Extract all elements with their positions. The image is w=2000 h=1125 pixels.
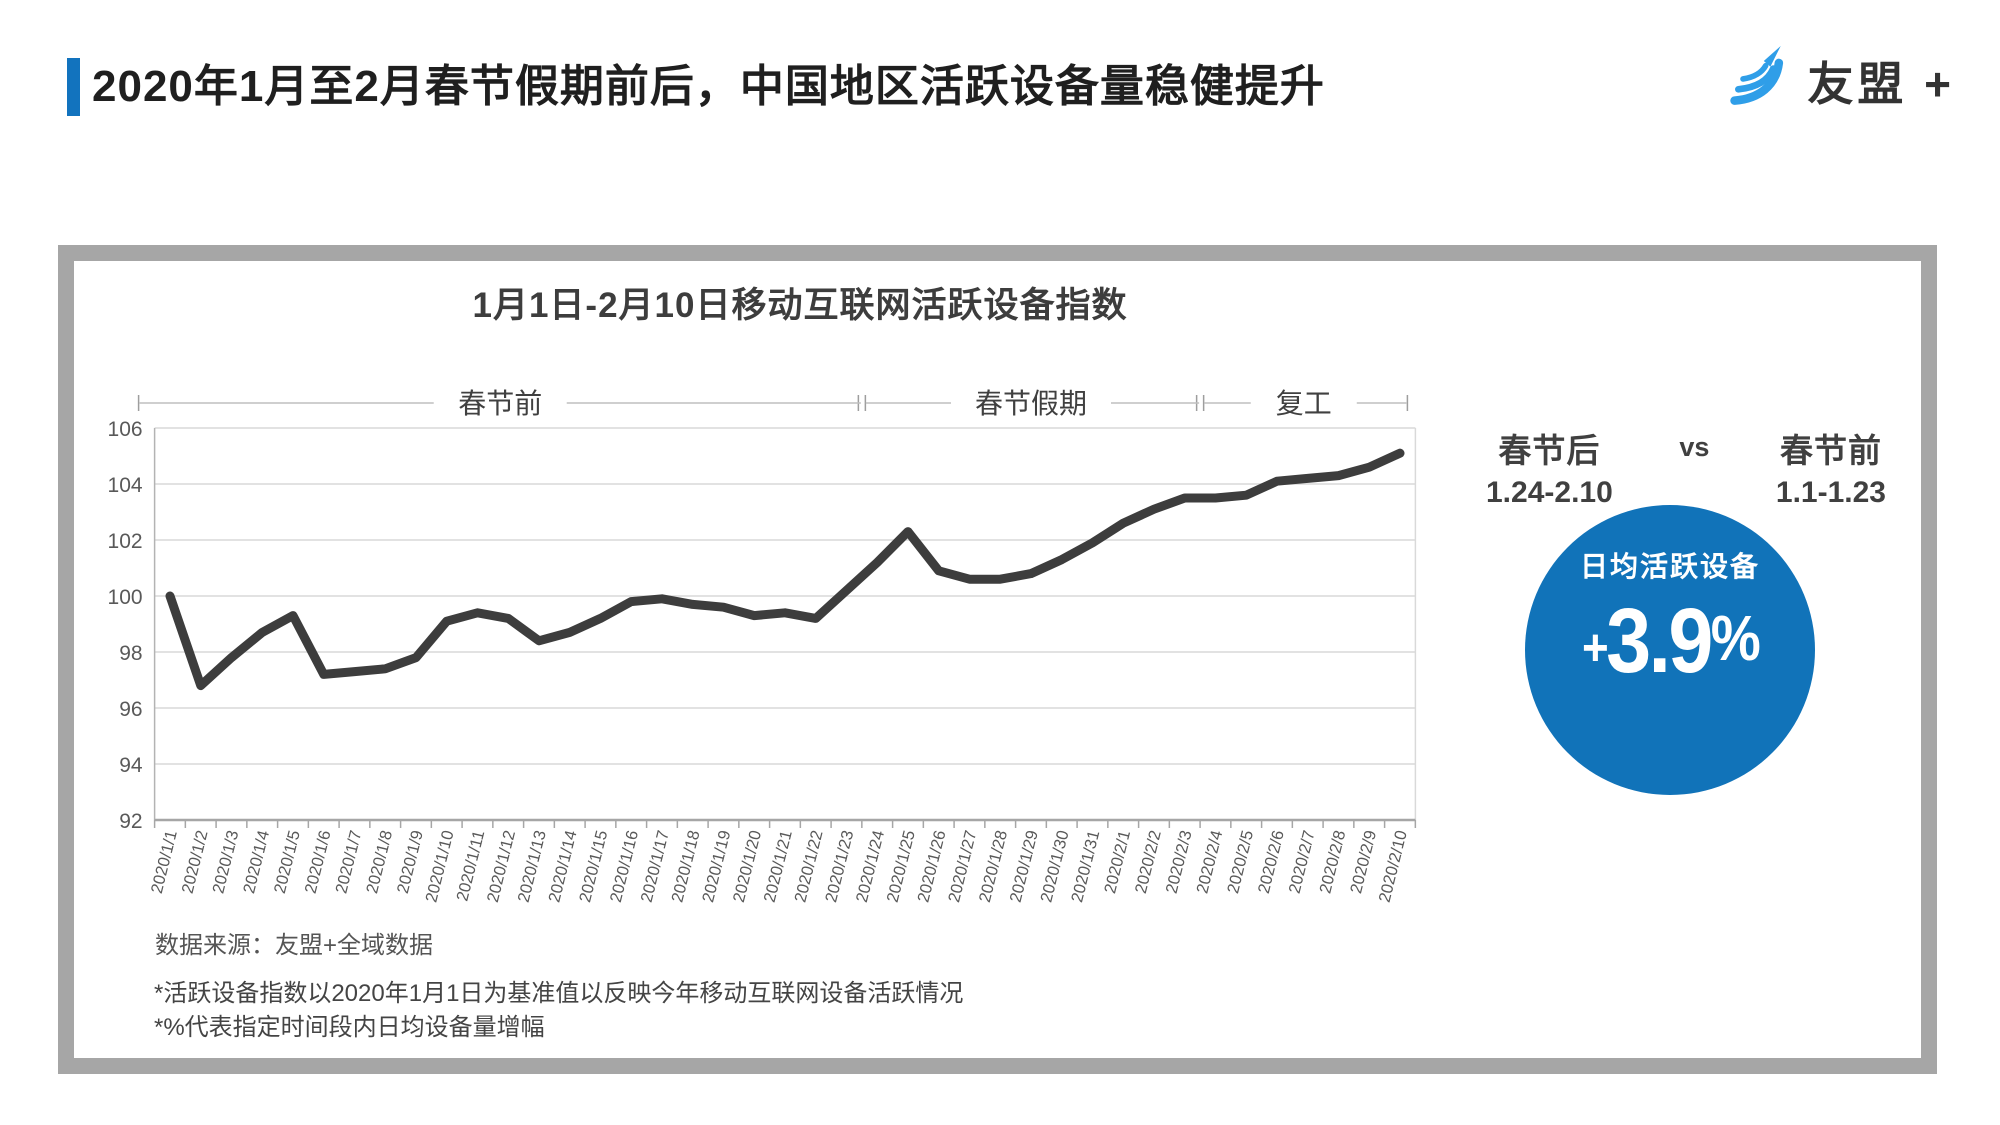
chart-title: 1月1日-2月10日移动互联网活跃设备指数 (472, 286, 1128, 325)
comparison-panel: 春节后 1.24-2.10 vs 春节前 1.1-1.23 (1486, 424, 1886, 510)
x-axis-label: 2020/2/3 (1163, 829, 1196, 896)
after-holiday-label: 春节后 (1498, 432, 1601, 469)
x-axis-label: 2020/1/16 (607, 829, 642, 905)
footnote-percent: *%代表指定时间段内日均设备量增幅 (154, 1014, 545, 1041)
section-label: 春节前 (458, 388, 542, 419)
section-label: 春节假期 (975, 388, 1087, 419)
x-axis-label: 2020/1/13 (515, 829, 550, 905)
title-accent-bar (67, 58, 80, 116)
x-axis-label: 2020/1/6 (302, 829, 335, 896)
x-axis-label: 2020/1/30 (1037, 829, 1072, 905)
x-axis-label: 2020/1/8 (363, 829, 396, 896)
x-axis-label: 2020/1/23 (822, 829, 857, 905)
footnote-baseline: *活跃设备指数以2020年1月1日为基准值以反映今年移动互联网设备活跃情况 (154, 980, 964, 1007)
x-axis-label: 2020/1/21 (761, 829, 796, 905)
data-source-note: 数据来源：友盟+全域数据 (155, 932, 434, 959)
x-axis-label: 2020/2/6 (1255, 829, 1288, 896)
umeng-logo: 友盟 + (1727, 42, 1955, 119)
x-axis-label: 2020/1/24 (853, 829, 888, 905)
x-axis-label: 2020/2/7 (1286, 829, 1319, 896)
kpi-percent-sign: % (1710, 602, 1761, 674)
x-axis-label: 2020/1/5 (271, 829, 304, 896)
x-axis-label: 2020/1/18 (668, 829, 703, 905)
x-axis-label: 2020/1/10 (422, 829, 457, 905)
before-holiday-range: 1.1-1.23 (1775, 476, 1886, 509)
x-axis-label: 2020/1/27 (945, 829, 980, 905)
x-axis-label: 2020/1/14 (545, 829, 580, 905)
y-axis-label: 94 (119, 754, 143, 777)
section-label: 复工 (1276, 388, 1332, 419)
x-axis-label: 2020/1/3 (209, 829, 242, 896)
x-axis-label: 2020/1/2 (179, 829, 212, 896)
x-axis-label: 2020/2/8 (1316, 829, 1349, 896)
kpi-value: + 3.9 % (1581, 590, 1761, 692)
page-title: 2020年1月至2月春节假期前后，中国地区活跃设备量稳健提升 (92, 62, 1325, 111)
umeng-bird-icon (1727, 42, 1793, 119)
kpi-number: 3.9 (1606, 590, 1713, 692)
x-axis-label: 2020/1/25 (884, 829, 919, 905)
y-axis-label: 92 (119, 810, 142, 833)
umeng-logo-text: 友盟 + (1807, 57, 1955, 110)
x-axis-label: 2020/2/4 (1193, 829, 1226, 896)
x-axis-label: 2020/1/20 (730, 829, 765, 905)
kpi-circle: 日均活跃设备 + 3.9 % (1525, 505, 1815, 795)
before-holiday-label: 春节前 (1779, 432, 1882, 469)
x-axis-label: 2020/1/29 (1007, 829, 1042, 905)
after-holiday-range: 1.24-2.10 (1486, 476, 1613, 509)
x-axis-label: 2020/1/17 (638, 829, 673, 905)
x-axis-label: 2020/1/1 (148, 829, 181, 896)
x-axis-label: 2020/1/11 (453, 829, 488, 903)
x-axis-label: 2020/1/12 (484, 829, 519, 905)
after-holiday-block: 春节后 1.24-2.10 (1486, 424, 1613, 510)
x-axis-label: 2020/1/15 (576, 829, 611, 905)
x-axis-label: 2020/2/10 (1376, 829, 1411, 905)
y-axis-label: 106 (108, 418, 143, 441)
report-frame: 1月1日-2月10日移动互联网活跃设备指数 92 94 96 98 100 102 104 1… (58, 245, 1937, 1074)
x-axis-label: 2020/1/7 (332, 829, 365, 896)
x-axis-label: 2020/1/31 (1068, 829, 1103, 905)
x-axis-label: 2020/2/9 (1347, 829, 1380, 896)
x-axis-label: 2020/1/4 (240, 829, 273, 896)
page-header: 2020年1月至2月春节假期前后，中国地区活跃设备量稳健提升 友盟 + (0, 0, 2000, 150)
line-chart: 929496981001021041062020/1/12020/1/22020… (108, 388, 1417, 905)
x-axis-label: 2020/2/5 (1224, 829, 1257, 896)
x-axis-label: 2020/1/28 (976, 829, 1011, 905)
before-holiday-block: 春节前 1.1-1.23 (1776, 424, 1886, 510)
vs-label: vs (1679, 432, 1710, 462)
y-axis-label: 96 (119, 698, 142, 721)
y-axis-label: 104 (108, 474, 143, 497)
kpi-circle-title: 日均活跃设备 (1579, 551, 1760, 582)
footnotes: *活跃设备指数以2020年1月1日为基准值以反映今年移动互联网设备活跃情况 *%… (154, 977, 963, 1045)
y-axis-label: 102 (108, 530, 143, 553)
x-axis-label: 2020/1/26 (914, 829, 949, 905)
x-axis-label: 2020/2/1 (1101, 829, 1134, 896)
y-axis-label: 98 (119, 642, 142, 665)
x-axis-label: 2020/1/9 (394, 829, 427, 896)
y-axis-label: 100 (108, 586, 143, 609)
kpi-plus-sign: + (1581, 619, 1609, 677)
x-axis-label: 2020/2/2 (1132, 829, 1165, 896)
x-axis-label: 2020/1/22 (791, 829, 826, 905)
x-axis-label: 2020/1/19 (699, 829, 734, 905)
series-line (165, 448, 1405, 691)
